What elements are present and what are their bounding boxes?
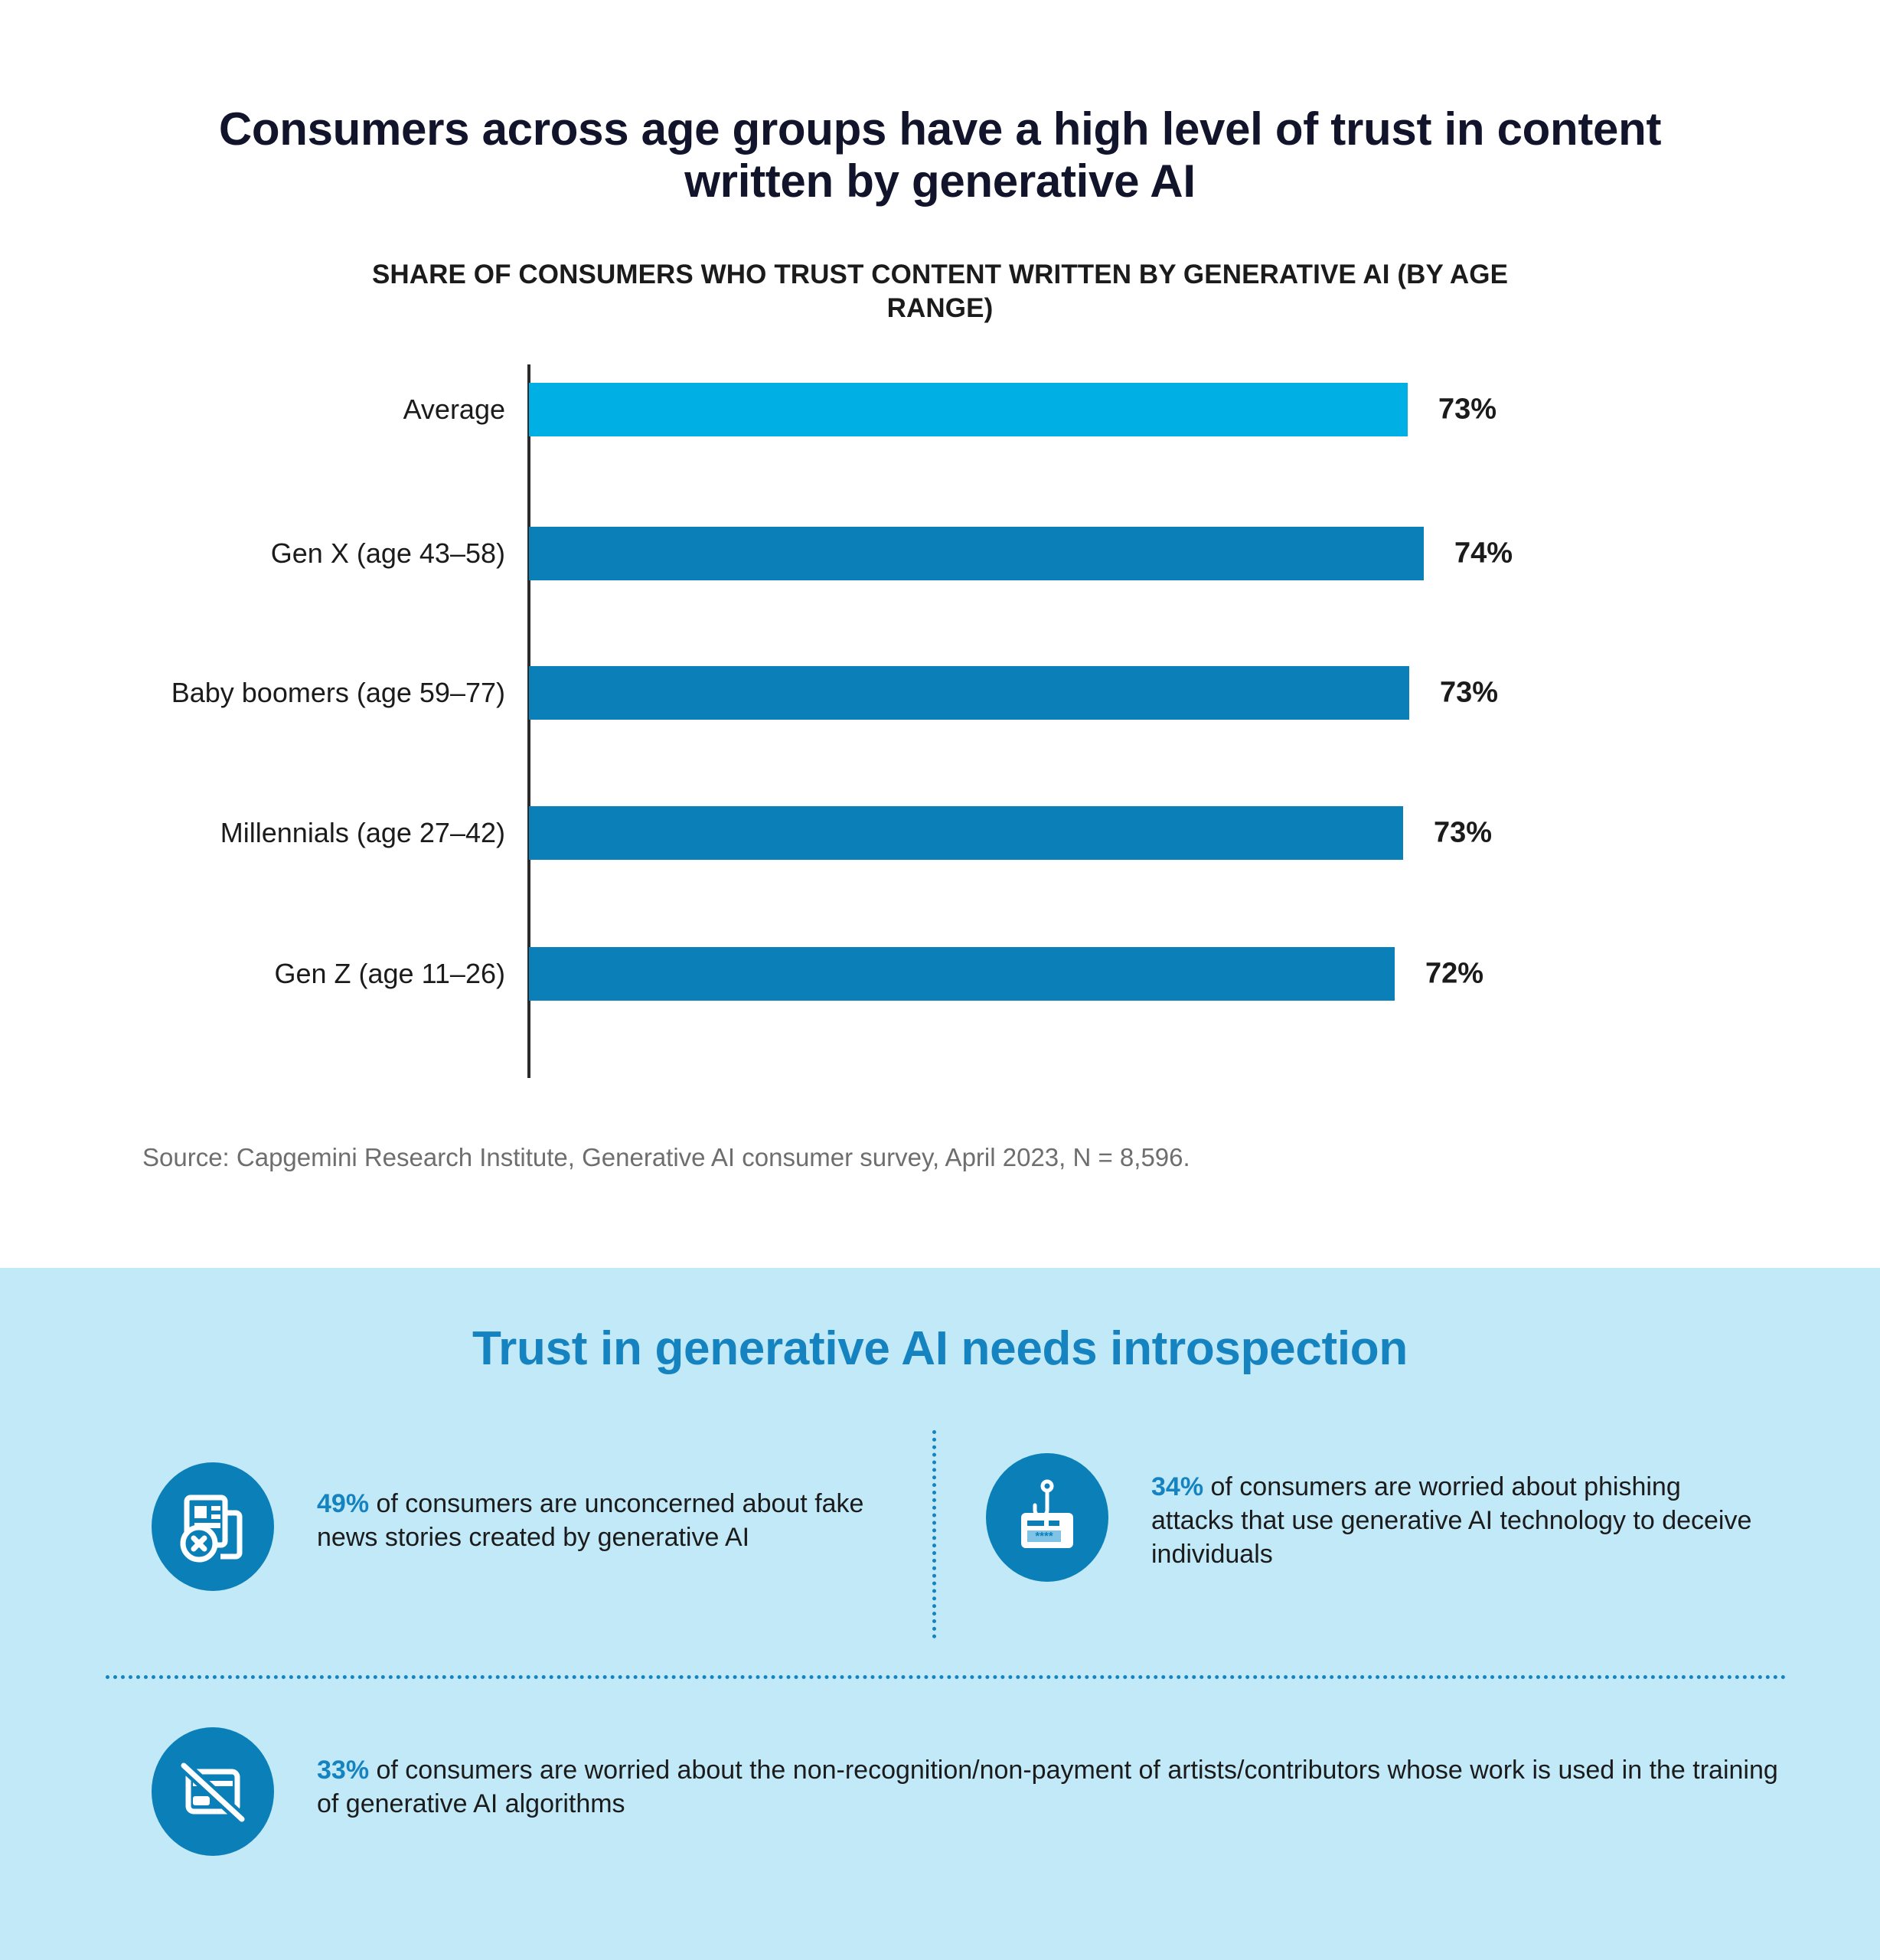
bar-millennials bbox=[529, 806, 1403, 860]
bar-chart: Average 73% Gen X (age 43–58) 74% Baby b… bbox=[0, 360, 1880, 1083]
category-label: Millennials (age 27–42) bbox=[220, 817, 505, 848]
bar-value-label: 74% bbox=[1454, 537, 1513, 570]
vertical-divider bbox=[932, 1430, 936, 1638]
insights-section: Trust in generative AI needs introspecti… bbox=[0, 1268, 1880, 1960]
svg-text:****: **** bbox=[1035, 1530, 1053, 1543]
stat-description: of consumers are worried about the non-r… bbox=[317, 1756, 1778, 1819]
bar-value-label: 73% bbox=[1440, 676, 1499, 709]
page-title: Consumers across age groups have a high … bbox=[218, 103, 1662, 207]
stat-percentage: 49% bbox=[317, 1489, 370, 1518]
stat-percentage: 33% bbox=[317, 1756, 370, 1785]
stat-item-non-payment: 33% of consumers are worried about the n… bbox=[152, 1727, 1797, 1856]
chart-row: Gen Z (age 11–26) 72% bbox=[0, 947, 1880, 1001]
source-note: Source: Capgemini Research Institute, Ge… bbox=[142, 1143, 1190, 1171]
chart-row: Millennials (age 27–42) 73% bbox=[0, 806, 1880, 860]
chart-section: Consumers across age groups have a high … bbox=[0, 103, 1880, 1171]
chart-row: Baby boomers (age 59–77) 73% bbox=[0, 666, 1880, 720]
newspaper-x-icon bbox=[152, 1462, 274, 1591]
stat-description: of consumers are unconcerned about fake … bbox=[317, 1489, 864, 1553]
chart-subtitle: SHARE OF CONSUMERS WHO TRUST CONTENT WRI… bbox=[371, 260, 1509, 323]
bar-value-label: 73% bbox=[1438, 393, 1497, 426]
stat-description: of consumers are worried about phishing … bbox=[1151, 1472, 1752, 1570]
chart-row: Gen X (age 43–58) 74% bbox=[0, 527, 1880, 580]
category-label: Average bbox=[403, 394, 505, 425]
bar-gen-x bbox=[529, 527, 1424, 580]
category-label: Gen Z (age 11–26) bbox=[274, 958, 505, 989]
bar-baby-boomers bbox=[529, 666, 1409, 720]
insights-heading: Trust in generative AI needs introspecti… bbox=[472, 1322, 1408, 1375]
bar-average bbox=[529, 383, 1408, 436]
stat-text: 49% of consumers are unconcerned about f… bbox=[317, 1487, 906, 1554]
bar-value-label: 72% bbox=[1425, 957, 1484, 990]
horizontal-divider bbox=[106, 1675, 1787, 1679]
category-label: Gen X (age 43–58) bbox=[270, 537, 505, 569]
chart-y-axis bbox=[527, 364, 530, 1078]
bar-value-label: 73% bbox=[1434, 816, 1493, 849]
chart-row: Average 73% bbox=[0, 383, 1880, 436]
category-label: Baby boomers (age 59–77) bbox=[171, 677, 505, 708]
phishing-hook-icon: **** bbox=[986, 1453, 1108, 1582]
stat-item-fake-news: 49% of consumers are unconcerned about f… bbox=[152, 1462, 917, 1591]
no-payment-card-icon bbox=[152, 1727, 274, 1856]
stat-percentage: 34% bbox=[1151, 1472, 1204, 1501]
stat-item-phishing: **** 34% of consumers are worried about … bbox=[986, 1453, 1797, 1582]
bar-gen-z bbox=[529, 947, 1395, 1001]
stat-text: 33% of consumers are worried about the n… bbox=[317, 1753, 1797, 1821]
stat-text: 34% of consumers are worried about phish… bbox=[1151, 1470, 1764, 1572]
